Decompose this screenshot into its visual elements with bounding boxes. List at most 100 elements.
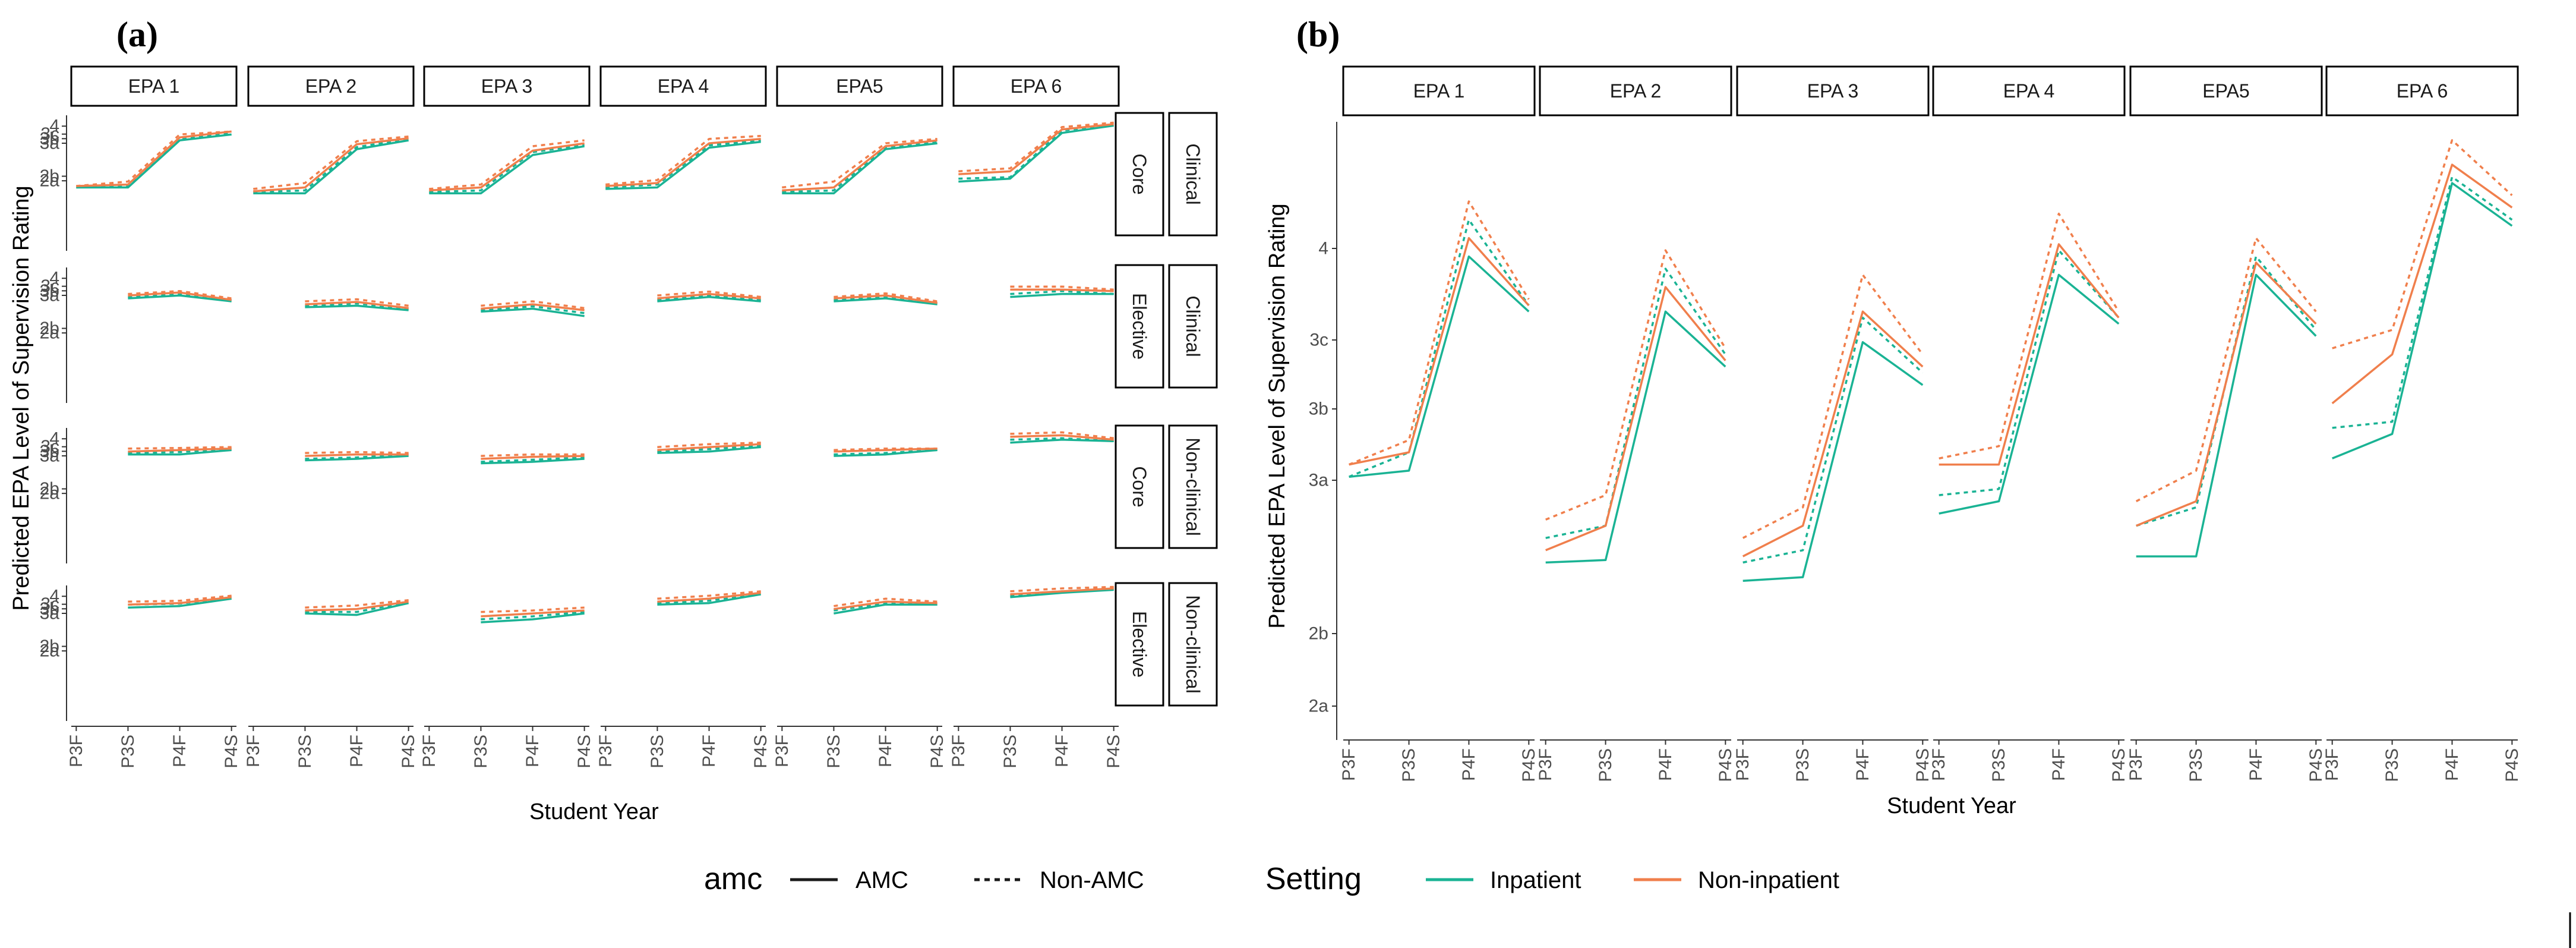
b-epa-1-non-inpatient-amc-line — [1349, 237, 1530, 466]
a-row2-epa-4-non-inpatient-amc-line — [657, 292, 761, 300]
b-epa-4-non-inpatient-non-amc-line — [1939, 212, 2120, 460]
a-row3-epa-1-non-inpatient-amc-line — [128, 447, 232, 453]
a-row4-epa5-inpatient-amc-line — [834, 603, 937, 615]
a-row1-epa-2-non-inpatient-amc-line — [253, 137, 409, 193]
a-epa-1-x-tick-label: P4S — [222, 735, 241, 769]
a-row1-epa5-non-inpatient-amc-line — [782, 139, 937, 192]
a-row3-epa-6-inpatient-non-amc-line — [1010, 437, 1114, 443]
a-row1-epa-6-non-inpatient-non-amc-line — [958, 121, 1114, 172]
b-epa-6-inpatient-non-amc-line — [2332, 175, 2513, 429]
a-row2-epa-3-non-inpatient-amc-line — [481, 303, 585, 311]
a-strip-row2-elective — [1115, 264, 1164, 389]
a-y-axis-title: Predicted EPA Level of Supervision Ratin… — [9, 185, 34, 610]
a-row1-epa-6-inpatient-non-amc-line — [958, 123, 1114, 180]
b-epa-6-non-inpatient-amc-line — [2331, 163, 2513, 405]
b-epa-2-x-tick-label: P3S — [1596, 748, 1615, 782]
a-row1-y-tick-label: 3a — [40, 133, 60, 153]
b-y-tick-label: 3c — [1309, 330, 1328, 350]
b-epa5-non-inpatient-amc-line — [2136, 262, 2317, 527]
panel-a-chart: EPA 1 EPA 2 EPA 3 EPA 4 EPA5 EPA 62a2b3a3b3c4… — [9, 65, 1218, 824]
a-epa5-x-tick-label: P3S — [824, 735, 844, 769]
a-strip-row4-elective-text: Elective — [1129, 611, 1150, 678]
b-epa-6-x-tick-label: P3S — [2382, 748, 2402, 782]
a-row2-epa-6-non-inpatient-amc-line — [1010, 288, 1114, 292]
a-epa5-x-tick-label: P4F — [876, 735, 895, 767]
a-row3-epa-1-non-inpatient-non-amc-line — [128, 446, 232, 450]
a-row2-y-tick-label: 2b — [40, 319, 59, 338]
b-epa-1-inpatient-non-amc-line — [1349, 219, 1530, 478]
a-strip-epa-2-text: EPA 2 — [305, 75, 357, 97]
b-epa-2-x-tick-label: P3F — [1536, 748, 1555, 781]
legend-amc-label: AMC — [855, 867, 908, 893]
a-row1-epa-2-non-inpatient-non-amc-line — [253, 135, 409, 190]
a-strip-row4-elective — [1115, 582, 1164, 707]
b-epa-3-x-tick-label: P4S — [1913, 748, 1933, 782]
a-row2-epa-1-non-inpatient-amc-line — [128, 291, 232, 301]
b-epa-4-x-tick-label: P4F — [2049, 748, 2069, 781]
b-y-tick-label: 2b — [1309, 624, 1328, 644]
a-row1-epa5-non-inpatient-non-amc-line — [782, 137, 937, 189]
a-epa-2-x-tick-label: P3S — [295, 735, 315, 769]
b-epa-3-inpatient-non-amc-line — [1742, 316, 1924, 564]
b-y-axis-title: Predicted EPA Level of Supervision Ratin… — [1265, 203, 1290, 628]
a-row1-y-tick-label: 2b — [40, 166, 59, 186]
a-row3-y-tick-label: 3b — [40, 442, 59, 461]
a-row2-epa5-non-inpatient-amc-line — [834, 294, 937, 304]
a-row3-y-tick-label: 3a — [40, 446, 60, 465]
b-strip-epa-1 — [1342, 65, 1536, 116]
b-epa-1-x-tick-label: P3F — [1339, 748, 1359, 781]
a-row4-epa-3-non-inpatient-amc-line — [481, 609, 585, 618]
a-row2-y-tick-label: 3b — [40, 281, 59, 301]
a-row3-epa-4-non-inpatient-non-amc-line — [657, 442, 761, 448]
legend-inpatient-label: Inpatient — [1490, 867, 1581, 893]
b-strip-epa-3 — [1736, 65, 1930, 116]
a-epa-3-x-tick-label: P4S — [574, 735, 594, 769]
a-row4-epa5-non-inpatient-non-amc-line — [834, 597, 937, 607]
b-epa-3-x-tick-label: P4F — [1853, 748, 1873, 781]
legend-amc-title: amc — [704, 862, 762, 896]
b-epa5-x-tick-label: P4F — [2246, 748, 2266, 781]
b-strip-epa-2-text: EPA 2 — [1610, 80, 1662, 102]
a-row3-epa-2-inpatient-amc-line — [305, 455, 409, 462]
a-strip-epa-1-text: EPA 1 — [128, 75, 180, 97]
b-epa-3-non-inpatient-non-amc-line — [1742, 273, 1924, 539]
a-row1-epa-4-non-inpatient-amc-line — [605, 137, 761, 187]
b-epa-4-inpatient-amc-line — [1939, 273, 2120, 515]
b-epa5-non-inpatient-non-amc-line — [2135, 237, 2317, 502]
a-epa-6-x-tick-label: P4F — [1052, 735, 1072, 767]
a-row2-epa-3-inpatient-amc-line — [481, 307, 585, 317]
a-row1-y-tick-label: 3b — [40, 129, 59, 149]
a-row2-epa-1-inpatient-amc-line — [128, 294, 232, 303]
b-epa5-x-tick-label: P3F — [2126, 748, 2146, 781]
b-epa-3-x-tick-label: P3S — [1793, 748, 1813, 782]
a-strip-row3-non-clinical — [1168, 424, 1218, 549]
a-row4-epa-2-inpatient-amc-line — [305, 601, 409, 616]
a-strip-row4-non-clinical — [1168, 582, 1218, 707]
a-epa5-x-tick-label: P4S — [927, 735, 947, 769]
a-row4-epa-3-inpatient-non-amc-line — [481, 610, 585, 621]
b-strip-epa-1-text: EPA 1 — [1413, 80, 1465, 102]
a-strip-row4-non-clinical-text: Non-clinical — [1182, 595, 1204, 693]
a-strip-row1-clinical — [1168, 112, 1218, 237]
a-row2-epa-4-non-inpatient-non-amc-line — [657, 290, 761, 298]
b-strip-epa-6 — [2325, 65, 2519, 116]
a-row4-y-tick-label: 3b — [40, 599, 59, 619]
b-epa5-x-tick-label: P4S — [2306, 748, 2326, 782]
a-row4-y-tick-label: 2b — [40, 637, 59, 656]
a-row2-epa-3-inpatient-non-amc-line — [481, 305, 585, 314]
b-x-axis-title: Student Year — [1887, 793, 2016, 818]
a-epa-3-x-tick-label: P3F — [419, 735, 439, 767]
a-row3-y-tick-label: 4 — [49, 429, 59, 449]
b-epa-4-non-inpatient-amc-line — [1939, 243, 2120, 466]
a-strip-row3-non-clinical-text: Non-clinical — [1182, 437, 1204, 536]
a-row2-y-tick-label: 4 — [49, 269, 59, 288]
a-epa-2-x-tick-label: P3F — [244, 735, 263, 767]
panel-a-label: (a) — [116, 15, 158, 54]
legend-non-amc-label: Non-AMC — [1040, 867, 1144, 893]
a-strip-row2-clinical — [1168, 264, 1218, 389]
a-row4-epa-3-inpatient-amc-line — [481, 612, 585, 623]
a-row2-epa5-inpatient-amc-line — [834, 297, 937, 305]
a-row2-y-tick-label: 3a — [40, 285, 60, 305]
b-epa-2-inpatient-non-amc-line — [1545, 267, 1726, 539]
